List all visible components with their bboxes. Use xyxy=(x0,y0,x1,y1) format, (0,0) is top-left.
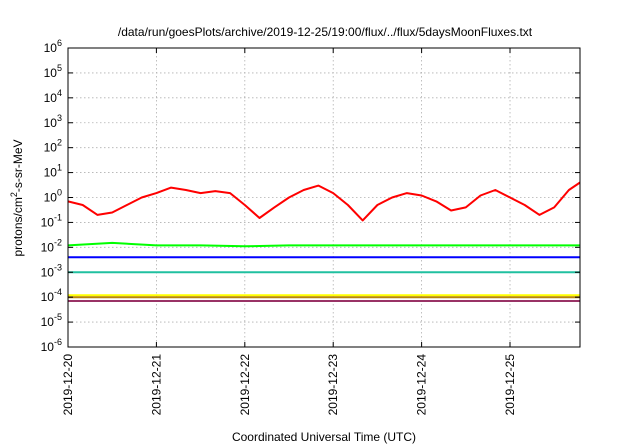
y-tick-label: 10-1 xyxy=(41,212,62,229)
x-tick-label: 2019-12-23 xyxy=(326,354,340,416)
series-line xyxy=(67,181,581,222)
x-tick-label: 2019-12-20 xyxy=(61,354,75,416)
x-tick-label: 2019-12-21 xyxy=(149,354,163,416)
y-axis-label-base: protons/cm xyxy=(11,197,25,256)
data-series xyxy=(67,181,581,302)
y-axis-label-sup: 2 xyxy=(9,192,19,197)
y-axis-label: protons/cm2-s-sr-MeV xyxy=(9,139,25,256)
y-axis-ticks: 10-6 10-5 10-4 10-3 10-2 10-1 100 101 102 103 104 1… xyxy=(41,38,580,354)
x-tick-label: 2019-12-24 xyxy=(415,354,429,416)
y-tick-label: 10-4 xyxy=(41,287,62,304)
y-axis-label-rest: -s-sr-MeV xyxy=(11,139,25,192)
y-tick-label: 10-2 xyxy=(41,237,62,254)
x-tick-label: 2019-12-25 xyxy=(503,354,517,416)
y-tick-label: 100 xyxy=(44,188,62,205)
chart-title: /data/run/goesPlots/archive/2019-12-25/1… xyxy=(118,25,533,39)
y-tick-label: 10-6 xyxy=(41,337,62,354)
series-line xyxy=(67,241,580,248)
y-tick-label: 103 xyxy=(44,113,62,130)
y-tick-label: 101 xyxy=(44,163,62,180)
x-axis-label: Coordinated Universal Time (UTC) xyxy=(232,430,416,444)
y-tick-label: 105 xyxy=(44,63,62,80)
y-tick-label: 106 xyxy=(44,38,62,55)
y-tick-label: 104 xyxy=(44,88,62,105)
y-tick-label: 102 xyxy=(44,138,62,155)
x-tick-label: 2019-12-22 xyxy=(238,354,252,416)
x-axis-ticks: 2019-12-20 2019-12-21 2019-12-22 2019-12-23… xyxy=(61,48,517,415)
y-tick-label: 10-3 xyxy=(41,262,62,279)
y-tick-label: 10-5 xyxy=(41,312,62,329)
